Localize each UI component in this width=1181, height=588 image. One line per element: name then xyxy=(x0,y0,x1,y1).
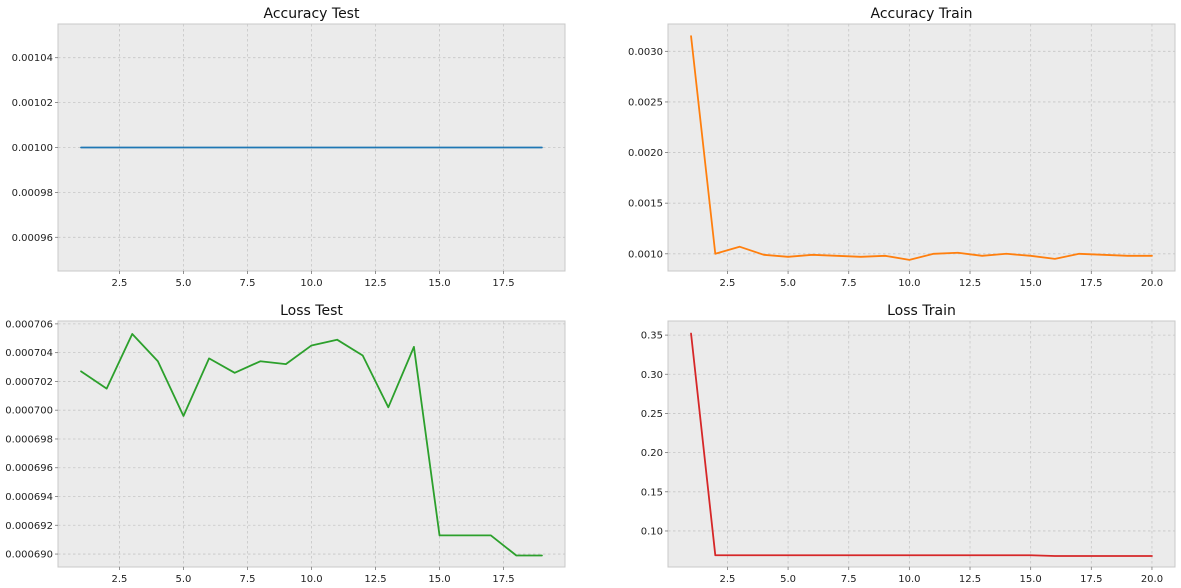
x-tick-label: 20.0 xyxy=(1141,278,1163,289)
accuracy-train-panel: 2.5 5.0 7.5 10.0 12.5 15.0 17.5 20.0 0.0010 0.001… xyxy=(628,6,1176,289)
plot-area xyxy=(667,23,1176,272)
loss-test-panel: 2.5 5.0 7.5 10.0 12.5 15.0 17.5 0.000690 0.00069… xyxy=(5,303,566,585)
chart-title: Accuracy Train xyxy=(871,6,973,22)
y-tick-label: 0.30 xyxy=(641,370,663,381)
x-tick-label: 7.5 xyxy=(240,574,256,585)
y-tick-label: 0.35 xyxy=(641,331,663,342)
x-tick-label: 7.5 xyxy=(841,278,857,289)
y-tick-label: 0.000702 xyxy=(5,377,53,388)
chart-title: Accuracy Test xyxy=(264,6,360,22)
x-tick-label: 15.0 xyxy=(428,574,450,585)
x-tick-label: 15.0 xyxy=(1020,574,1042,585)
y-tick-label: 0.000698 xyxy=(5,434,53,445)
x-tick-label: 5.0 xyxy=(780,574,796,585)
y-tick-label: 0.10 xyxy=(641,526,663,537)
x-tick-label: 5.0 xyxy=(176,278,192,289)
series-line xyxy=(690,332,1153,557)
x-tick-label: 15.0 xyxy=(1020,278,1042,289)
x-tick-label: 2.5 xyxy=(719,278,735,289)
x-tick-label: 10.0 xyxy=(898,574,920,585)
x-tick-label: 12.5 xyxy=(364,574,386,585)
x-tick-label: 12.5 xyxy=(364,278,386,289)
y-tick-label: 0.000694 xyxy=(5,492,53,503)
x-tick-label: 10.0 xyxy=(300,278,322,289)
y-tick-label: 0.00100 xyxy=(12,143,53,154)
y-tick-label: 0.0010 xyxy=(628,249,663,260)
x-tick-label: 17.5 xyxy=(1080,574,1102,585)
y-tick-label: 0.000704 xyxy=(5,348,53,359)
y-tick-label: 0.000706 xyxy=(5,319,53,330)
x-tick-label: 5.0 xyxy=(176,574,192,585)
y-tick-label: 0.25 xyxy=(641,409,663,420)
x-tick-label: 17.5 xyxy=(492,574,514,585)
y-tick-label: 0.00104 xyxy=(12,53,53,64)
y-tick-label: 0.20 xyxy=(641,448,663,459)
y-tick-label: 0.000690 xyxy=(5,550,53,561)
y-tick-label: 0.000700 xyxy=(5,406,53,417)
y-tick-label: 0.000692 xyxy=(5,521,53,532)
chart-title: Loss Train xyxy=(887,303,956,319)
x-tick-label: 20.0 xyxy=(1141,574,1163,585)
series-line xyxy=(690,35,1153,261)
x-tick-label: 10.0 xyxy=(898,278,920,289)
x-tick-label: 12.5 xyxy=(959,574,981,585)
y-tick-label: 0.15 xyxy=(641,487,663,498)
x-tick-label: 2.5 xyxy=(719,574,735,585)
x-tick-label: 7.5 xyxy=(841,574,857,585)
x-tick-label: 2.5 xyxy=(112,574,128,585)
accuracy-test-panel: 2.5 5.0 7.5 10.0 12.5 15.0 17.5 0.00096 0.00098 0… xyxy=(12,6,566,289)
plot-area xyxy=(667,320,1176,568)
x-tick-label: 15.0 xyxy=(428,278,450,289)
x-tick-label: 17.5 xyxy=(492,278,514,289)
y-tick-label: 0.0025 xyxy=(628,97,663,108)
y-tick-label: 0.0020 xyxy=(628,148,663,159)
y-tick-label: 0.00096 xyxy=(12,233,53,244)
y-tick-label: 0.000696 xyxy=(5,463,53,474)
x-tick-label: 7.5 xyxy=(240,278,256,289)
chart-title: Loss Test xyxy=(280,303,343,319)
series-line xyxy=(80,333,543,557)
x-tick-label: 10.0 xyxy=(300,574,322,585)
x-tick-label: 17.5 xyxy=(1080,278,1102,289)
loss-train-panel: 2.5 5.0 7.5 10.0 12.5 15.0 17.5 20.0 0.10 0.15 0.2… xyxy=(641,303,1176,585)
y-tick-label: 0.00102 xyxy=(12,98,53,109)
x-tick-label: 12.5 xyxy=(959,278,981,289)
y-tick-label: 0.00098 xyxy=(12,188,53,199)
x-tick-label: 2.5 xyxy=(112,278,128,289)
y-tick-label: 0.0015 xyxy=(628,199,663,210)
x-tick-label: 5.0 xyxy=(780,278,796,289)
y-tick-label: 0.0030 xyxy=(628,47,663,58)
